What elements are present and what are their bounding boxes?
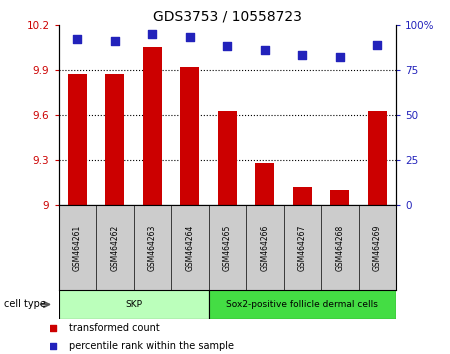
Text: Sox2-positive follicle dermal cells: Sox2-positive follicle dermal cells xyxy=(226,300,378,309)
Text: GSM464267: GSM464267 xyxy=(298,224,307,271)
Text: SKP: SKP xyxy=(125,300,142,309)
Text: GSM464265: GSM464265 xyxy=(223,224,232,271)
Bar xyxy=(218,110,237,205)
Point xyxy=(374,42,381,47)
Text: GSM464266: GSM464266 xyxy=(260,224,269,271)
Point xyxy=(50,326,57,331)
Bar xyxy=(256,163,274,205)
Bar xyxy=(368,110,387,205)
Point xyxy=(74,36,81,42)
Bar xyxy=(330,190,349,205)
Text: GSM464264: GSM464264 xyxy=(185,224,194,271)
Text: GSM464263: GSM464263 xyxy=(148,224,157,271)
Bar xyxy=(105,74,124,205)
Bar xyxy=(293,187,311,205)
Text: cell type: cell type xyxy=(4,299,46,309)
Bar xyxy=(143,47,162,205)
Point xyxy=(299,53,306,58)
Text: transformed count: transformed count xyxy=(68,323,159,333)
Point xyxy=(186,35,194,40)
Bar xyxy=(68,74,86,205)
Point xyxy=(336,55,343,60)
Bar xyxy=(208,290,396,319)
Text: GSM464262: GSM464262 xyxy=(110,225,119,271)
Point xyxy=(148,31,156,37)
Point xyxy=(111,38,118,44)
Point xyxy=(261,47,268,53)
Bar xyxy=(58,290,208,319)
Text: percentile rank within the sample: percentile rank within the sample xyxy=(68,341,234,351)
Text: GSM464269: GSM464269 xyxy=(373,224,382,271)
Text: GSM464261: GSM464261 xyxy=(73,225,82,271)
Point xyxy=(224,44,231,49)
Title: GDS3753 / 10558723: GDS3753 / 10558723 xyxy=(153,10,302,24)
Text: GSM464268: GSM464268 xyxy=(335,225,344,271)
Point xyxy=(50,343,57,349)
Bar xyxy=(180,67,199,205)
